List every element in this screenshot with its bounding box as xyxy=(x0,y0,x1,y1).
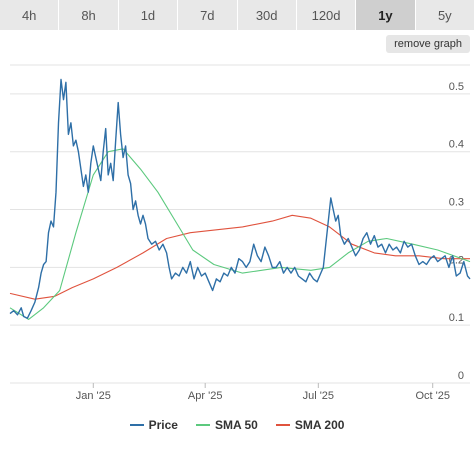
series-line-price xyxy=(9,78,471,319)
legend-item-sma-200[interactable]: SMA 200 xyxy=(275,418,345,432)
tab-4h[interactable]: 4h xyxy=(0,0,59,30)
y-tick-label: 0.3 xyxy=(449,197,464,209)
x-tick-label: Apr '25 xyxy=(188,390,223,402)
x-tick-label: Jul '25 xyxy=(303,390,334,402)
legend-swatch-sma-200 xyxy=(275,424,290,426)
x-tick-label: Oct '25 xyxy=(415,390,450,402)
legend-label-sma-50: SMA 50 xyxy=(214,418,258,432)
legend-label-sma-200: SMA 200 xyxy=(294,418,345,432)
tab-7d[interactable]: 7d xyxy=(178,0,237,30)
tab-1y[interactable]: 1y xyxy=(356,0,415,30)
y-tick-label: 0.4 xyxy=(449,139,464,151)
y-tick-label: 0 xyxy=(458,370,464,382)
series-line-sma-200 xyxy=(9,214,470,300)
y-tick-label: 0.1 xyxy=(449,312,464,324)
tab-5y[interactable]: 5y xyxy=(415,0,474,30)
legend-item-sma-50[interactable]: SMA 50 xyxy=(195,418,258,432)
x-tick-label: Jan '25 xyxy=(76,390,111,402)
tab-8h[interactable]: 8h xyxy=(59,0,118,30)
range-tabs: 4h 8h 1d 7d 30d 120d 1y 5y xyxy=(0,0,474,30)
legend-swatch-sma-50 xyxy=(195,424,210,426)
tab-120d[interactable]: 120d xyxy=(296,0,356,30)
series-line-sma-50 xyxy=(9,148,471,320)
tab-30d[interactable]: 30d xyxy=(237,0,296,30)
legend-swatch-price xyxy=(129,424,144,426)
tab-1d[interactable]: 1d xyxy=(118,0,178,30)
y-tick-label: 0.5 xyxy=(449,81,464,93)
legend-label-price: Price xyxy=(148,418,178,432)
remove-graph-button[interactable]: remove graph xyxy=(386,35,470,53)
legend-item-price[interactable]: Price xyxy=(129,418,178,432)
legend: Price SMA 50 SMA 200 xyxy=(0,418,474,432)
